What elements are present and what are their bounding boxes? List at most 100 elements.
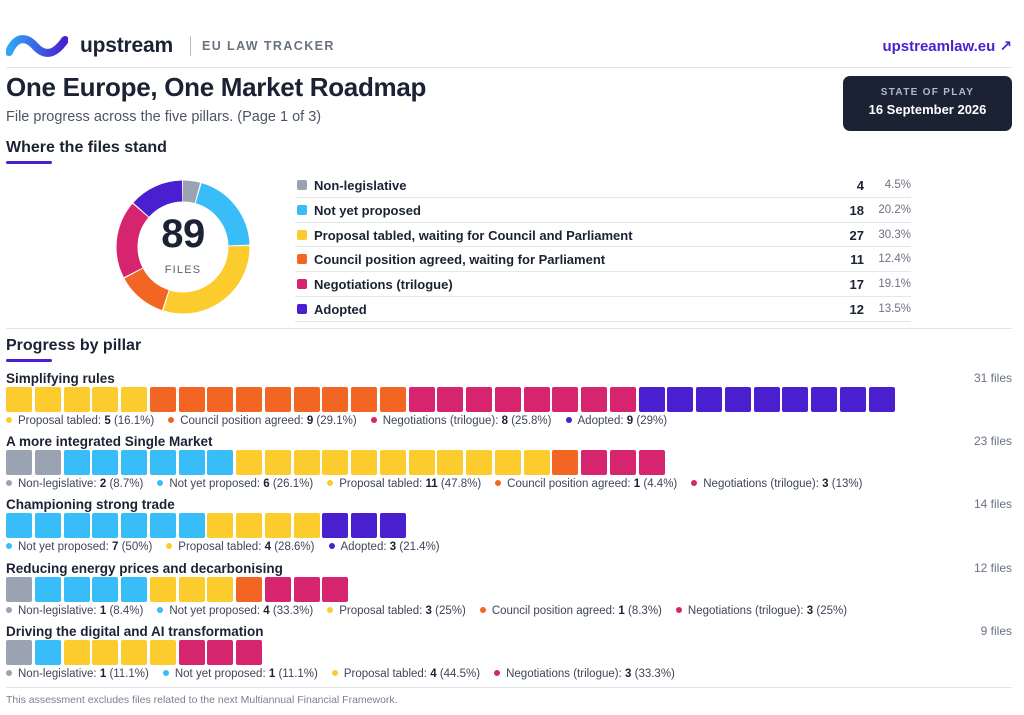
pillar-legend-item: Not yet proposed: 6 (26.1%) xyxy=(157,478,313,490)
pillar-legend-count: 1 xyxy=(99,605,107,617)
file-block-proposal-tabled xyxy=(264,450,291,475)
file-block-council-position xyxy=(236,577,262,602)
file-block-council-position xyxy=(236,387,262,412)
pillar-legend-count: 11 xyxy=(425,478,438,490)
pillar-legend-percent: (33.3%) xyxy=(634,668,675,680)
pillar-legend-percent: (25%) xyxy=(435,605,466,617)
file-block-proposal-tabled xyxy=(92,640,119,665)
pillar-legend-item: Non-legislative: 1 (8.4%) xyxy=(6,605,143,617)
pillar-legend-label: Not yet proposed: xyxy=(174,668,266,680)
pillar-legend: Non-legislative: 2 (8.7%) Not yet propose… xyxy=(6,478,876,492)
pillar-legend-label: Non-legislative: xyxy=(18,668,97,680)
pillar-file-count: 23 files xyxy=(973,434,1012,448)
file-block-negotiations xyxy=(178,640,205,665)
legend-label: Not yet proposed xyxy=(314,202,421,218)
legend-dot xyxy=(565,417,572,423)
file-block-adopted xyxy=(638,387,665,412)
pillar-row: A more integrated Single Market 23 files N… xyxy=(6,434,1012,494)
pillar-row: Reducing energy prices and decarbonising… xyxy=(6,561,1012,621)
file-block-not-yet-proposed xyxy=(121,513,147,538)
pillar-legend: Proposal tabled: 5 (16.1%) Council positi… xyxy=(6,415,681,429)
pillar-legend-item: Not yet proposed: 7 (50%) xyxy=(6,541,152,553)
pillar-legend-item: Proposal tabled: 3 (25%) xyxy=(327,605,466,617)
pillar-legend-count: 9 xyxy=(306,415,314,427)
file-block-negotiations xyxy=(437,387,464,412)
pillars-section-underline xyxy=(6,359,52,362)
legend-swatch xyxy=(297,303,307,314)
file-block-proposal-tabled xyxy=(293,450,320,475)
legend-dot xyxy=(691,480,698,486)
legend-label: Non-legislative xyxy=(314,178,407,193)
legend-dot xyxy=(495,480,502,486)
legend-swatch xyxy=(297,279,307,290)
pillar-legend-count: 4 xyxy=(264,541,272,553)
file-block-non-legislative xyxy=(6,450,32,475)
pillar-legend-percent: (50%) xyxy=(121,541,153,553)
footnote: This assessment excludes files related t… xyxy=(6,694,398,706)
file-block-not-yet-proposed xyxy=(178,513,205,538)
file-block-adopted xyxy=(839,387,866,412)
file-block-negotiations xyxy=(494,387,521,412)
legend-dot xyxy=(157,607,164,613)
pillar-legend-percent: (21.4%) xyxy=(399,541,440,553)
pillar-legend-label: Council position agreed: xyxy=(180,415,304,427)
donut-slice-proposal-tabled xyxy=(116,180,250,314)
donut-total: 89 xyxy=(161,212,205,256)
status-legend: Non-legislative 4 4.5% Not yet proposed 18 20… xyxy=(295,173,911,322)
file-block-negotiations xyxy=(207,640,234,665)
file-block-proposal-tabled xyxy=(63,640,90,665)
pillar-legend-percent: (16.1%) xyxy=(113,415,155,427)
file-block-not-yet-proposed xyxy=(34,640,61,665)
file-block-not-yet-proposed xyxy=(63,577,90,602)
pillar-legend-item: Adopted: 9 (29%) xyxy=(565,415,668,427)
pillar-legend-count: 3 xyxy=(806,605,814,617)
file-block-negotiations xyxy=(581,450,607,475)
pillar-legend-item: Negotiations (trilogue): 3 (13%) xyxy=(691,478,862,490)
file-block-negotiations xyxy=(523,387,550,412)
file-block-not-yet-proposed xyxy=(34,577,61,602)
pillar-legend-count: 9 xyxy=(626,415,634,427)
pillar-legend-count: 3 xyxy=(389,541,397,553)
pillar-legend-percent: (29%) xyxy=(636,415,668,427)
file-block-proposal-tabled xyxy=(6,387,32,412)
legend-dot xyxy=(6,480,12,486)
pillar-legend: Non-legislative: 1 (8.4%) Not yet propose… xyxy=(6,605,861,619)
pillar-legend-percent: (26.1%) xyxy=(272,478,314,490)
file-block-proposal-tabled xyxy=(351,450,377,475)
legend-row-adopted: Adopted 12 13.5% xyxy=(295,297,911,322)
file-block-non-legislative xyxy=(34,450,61,475)
pillar-name: Reducing energy prices and decarbonising xyxy=(6,561,283,576)
pillar-file-count: 14 files xyxy=(973,497,1012,511)
file-block-not-yet-proposed xyxy=(121,577,147,602)
pillar-legend-label: Proposal tabled: xyxy=(339,605,423,617)
file-block-proposal-tabled xyxy=(523,450,550,475)
pillar-row: Simplifying rules 31 files Proposal tabled… xyxy=(6,371,1012,431)
state-of-play-label: STATE OF PLAY xyxy=(880,87,975,98)
pillar-file-blocks xyxy=(6,640,265,665)
file-block-proposal-tabled xyxy=(34,387,61,412)
pillar-legend-item: Proposal tabled: 4 (28.6%) xyxy=(166,541,315,553)
pillar-legend-label: Not yet proposed: xyxy=(18,541,109,553)
pillar-legend-item: Council position agreed: 1 (8.3%) xyxy=(479,605,662,617)
pillar-legend-item: Proposal tabled: 5 (16.1%) xyxy=(6,415,154,427)
pillar-legend-item: Council position agreed: 9 (29.1%) xyxy=(168,415,357,427)
file-block-proposal-tabled xyxy=(121,387,147,412)
legend-dot xyxy=(6,607,12,613)
file-block-proposal-tabled xyxy=(207,513,234,538)
legend-percent: 13.5% xyxy=(878,302,911,315)
file-block-proposal-tabled xyxy=(207,577,234,602)
pillar-legend-item: Proposal tabled: 11 (47.8%) xyxy=(327,478,481,490)
pillar-legend-item: Not yet proposed: 4 (33.3%) xyxy=(157,605,313,617)
pillar-legend-item: Not yet proposed: 1 (11.1%) xyxy=(162,668,318,680)
file-block-council-position xyxy=(264,387,291,412)
legend-dot xyxy=(327,607,334,613)
site-link[interactable]: upstreamlaw.eu ↗ xyxy=(882,38,1012,55)
pillar-legend-label: Adopted: xyxy=(577,415,624,427)
file-block-negotiations xyxy=(408,387,435,412)
pillar-legend-count: 6 xyxy=(263,478,270,490)
overview-section-title: Where the files stand xyxy=(6,139,167,156)
file-block-not-yet-proposed xyxy=(63,513,90,538)
state-of-play-date: 16 September 2026 xyxy=(868,102,987,117)
pillar-legend-count: 2 xyxy=(99,478,107,490)
legend-dot xyxy=(6,543,12,549)
